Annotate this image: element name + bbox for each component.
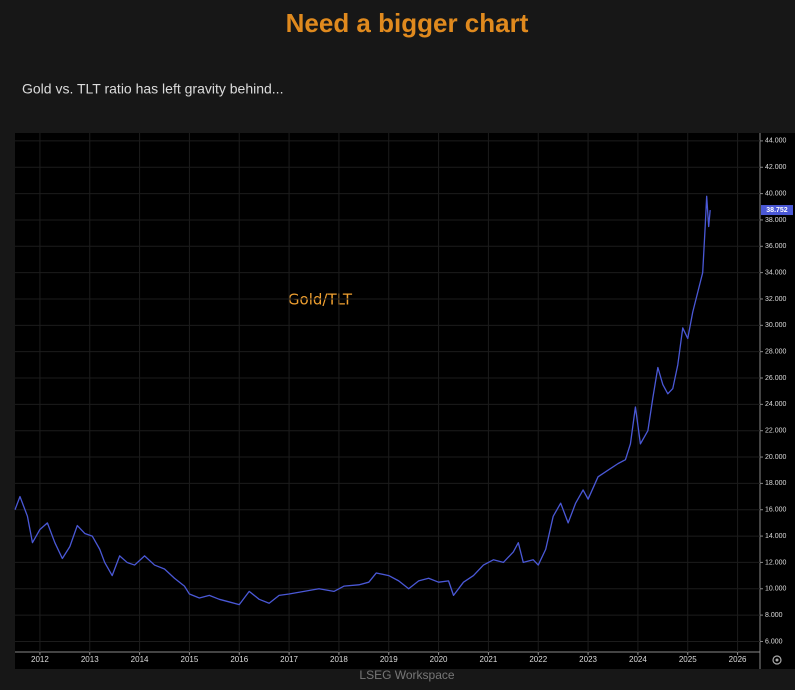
- x-tick-label: 2020: [430, 655, 448, 664]
- x-tick-label: 2024: [629, 655, 647, 664]
- y-tick-label: 26.000: [765, 375, 787, 382]
- y-tick-label: 32.000: [765, 296, 787, 303]
- x-tick-label: 2022: [529, 655, 547, 664]
- y-tick-label: 34.000: [765, 269, 787, 276]
- price-marker: [761, 205, 793, 216]
- y-tick-label: 44.000: [765, 138, 787, 145]
- y-tick-label: 20.000: [765, 454, 787, 461]
- x-tick-label: 2021: [480, 655, 498, 664]
- x-tick-label: 2018: [330, 655, 348, 664]
- price-marker-label: 38.752: [766, 207, 788, 214]
- footer: LSEG Workspace: [359, 668, 454, 682]
- gear-outer[interactable]: [772, 655, 782, 665]
- subtitle: Gold vs. TLT ratio has left gravity behi…: [22, 81, 283, 97]
- x-tick-label: 2026: [729, 655, 747, 664]
- y-tick-label: 38.000: [765, 217, 787, 224]
- page-title: Need a bigger chart: [286, 8, 529, 38]
- series-line: [14, 195, 711, 606]
- x-tick-label: 2014: [131, 655, 149, 664]
- y-tick-label: 24.000: [765, 401, 787, 408]
- x-tick-label: 2015: [181, 655, 199, 664]
- y-tick-label: 6.000: [765, 638, 783, 645]
- settings-icon[interactable]: [772, 655, 782, 665]
- x-tick-label: 2013: [81, 655, 99, 664]
- x-tick-label: 2017: [280, 655, 298, 664]
- x-tick-label: 2023: [579, 655, 597, 664]
- plot-area: [15, 133, 760, 652]
- y-tick-label: 14.000: [765, 533, 787, 540]
- x-axis-panel: [15, 652, 795, 669]
- y-tick-label: 16.000: [765, 507, 787, 514]
- y-tick-label: 12.000: [765, 559, 787, 566]
- y-tick-label: 22.000: [765, 428, 787, 435]
- y-tick-label: 18.000: [765, 480, 787, 487]
- y-tick-label: 30.000: [765, 322, 787, 329]
- y-tick-label: 36.000: [765, 243, 787, 250]
- gear-inner[interactable]: [775, 658, 779, 662]
- x-tick-label: 2025: [679, 655, 697, 664]
- y-tick-label: 28.000: [765, 349, 787, 356]
- y-tick-label: 40.000: [765, 190, 787, 197]
- y-tick-label: 42.000: [765, 164, 787, 171]
- y-tick-label: 10.000: [765, 586, 787, 593]
- series-annotation: Gold/TLT: [288, 291, 353, 309]
- x-tick-label: 2012: [31, 655, 49, 664]
- y-tick-label: 8.000: [765, 612, 783, 619]
- x-tick-label: 2019: [380, 655, 398, 664]
- y-axis-panel: [760, 133, 795, 652]
- x-tick-label: 2016: [230, 655, 248, 664]
